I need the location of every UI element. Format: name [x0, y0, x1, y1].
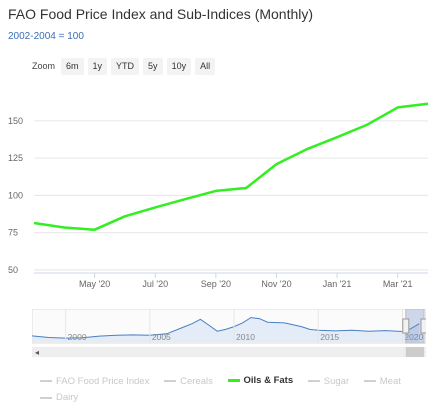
legend-label: Meat: [379, 375, 401, 387]
navigator[interactable]: ◂ ▸ 20002005201020152020: [32, 309, 426, 361]
navigator-handle-right[interactable]: [420, 318, 426, 334]
legend-line-icon: [40, 380, 52, 382]
x-tick-label: Sep '20: [201, 279, 231, 289]
legend-item-fao-food-price-index[interactable]: FAO Food Price Index: [40, 374, 149, 389]
y-tick-label: 150: [8, 116, 23, 126]
navigator-year-label: 2020: [404, 332, 423, 342]
legend-line-icon: [363, 380, 376, 382]
legend-item-dairy[interactable]: Dairy: [40, 390, 78, 405]
y-tick-label: 75: [8, 228, 18, 238]
zoom-5y-button[interactable]: 5y: [143, 57, 163, 75]
scroll-left-arrow-icon[interactable]: ◂: [35, 348, 39, 357]
legend-item-sugar[interactable]: Sugar: [307, 374, 350, 389]
navigator-year-label: 2005: [152, 332, 171, 342]
legend-label: Cereals: [180, 375, 213, 387]
x-tick-label: Nov '20: [261, 279, 291, 289]
series-line-oils-fats: [33, 102, 429, 231]
legend-line-icon: [164, 380, 177, 382]
main-chart: 50 75 100 125 150 May '20 Jul '20 Sep '20 Nov '2…: [8, 102, 429, 289]
x-tick-label: Jul '20: [142, 279, 168, 289]
zoom-all-button[interactable]: All: [195, 57, 216, 75]
legend: FAO Food Price Index Cereals Oils & Fats…: [40, 372, 430, 405]
zoom-6m-button[interactable]: 6m: [61, 57, 84, 75]
legend-item-oils-fats[interactable]: Oils & Fats: [227, 373, 294, 388]
x-tick-label: May '20: [79, 279, 110, 289]
navigator-year-label: 2015: [320, 332, 339, 342]
legend-line-icon: [307, 380, 320, 382]
x-tick-label: Jan '21: [323, 279, 352, 289]
y-tick-label: 100: [8, 190, 23, 200]
chart-title: FAO Food Price Index and Sub-Indices (Mo…: [8, 6, 314, 22]
zoom-10y-button[interactable]: 10y: [166, 57, 192, 75]
navigator-handle-left[interactable]: [402, 318, 410, 334]
legend-label: Sugar: [323, 375, 350, 387]
legend-label: Dairy: [56, 392, 79, 403]
legend-item-meat[interactable]: Meat: [363, 374, 401, 389]
legend-line-icon: [40, 396, 52, 399]
legend-label: FAO Food Price Index: [56, 375, 150, 387]
navigator-scrollbar-thumb[interactable]: [405, 347, 424, 357]
legend-item-cereals[interactable]: Cereals: [164, 374, 213, 389]
range-selector: Zoom 6m 1y YTD 5y 10y All: [32, 56, 219, 76]
y-tick-label: 125: [8, 153, 23, 163]
legend-label: Oils & Fats: [243, 375, 294, 386]
zoom-1y-button[interactable]: 1y: [87, 57, 108, 75]
navigator-scrollbar-track[interactable]: [32, 347, 426, 357]
zoom-label: Zoom: [32, 61, 56, 71]
y-tick-label: 50: [8, 265, 18, 275]
chart-subtitle: 2002-2004 = 100: [8, 31, 84, 42]
x-tick-label: Mar '21: [383, 279, 413, 289]
navigator-year-label: 2000: [68, 332, 87, 342]
legend-line-icon: [227, 379, 240, 382]
navigator-year-label: 2010: [236, 332, 255, 342]
zoom-ytd-button[interactable]: YTD: [111, 57, 140, 75]
